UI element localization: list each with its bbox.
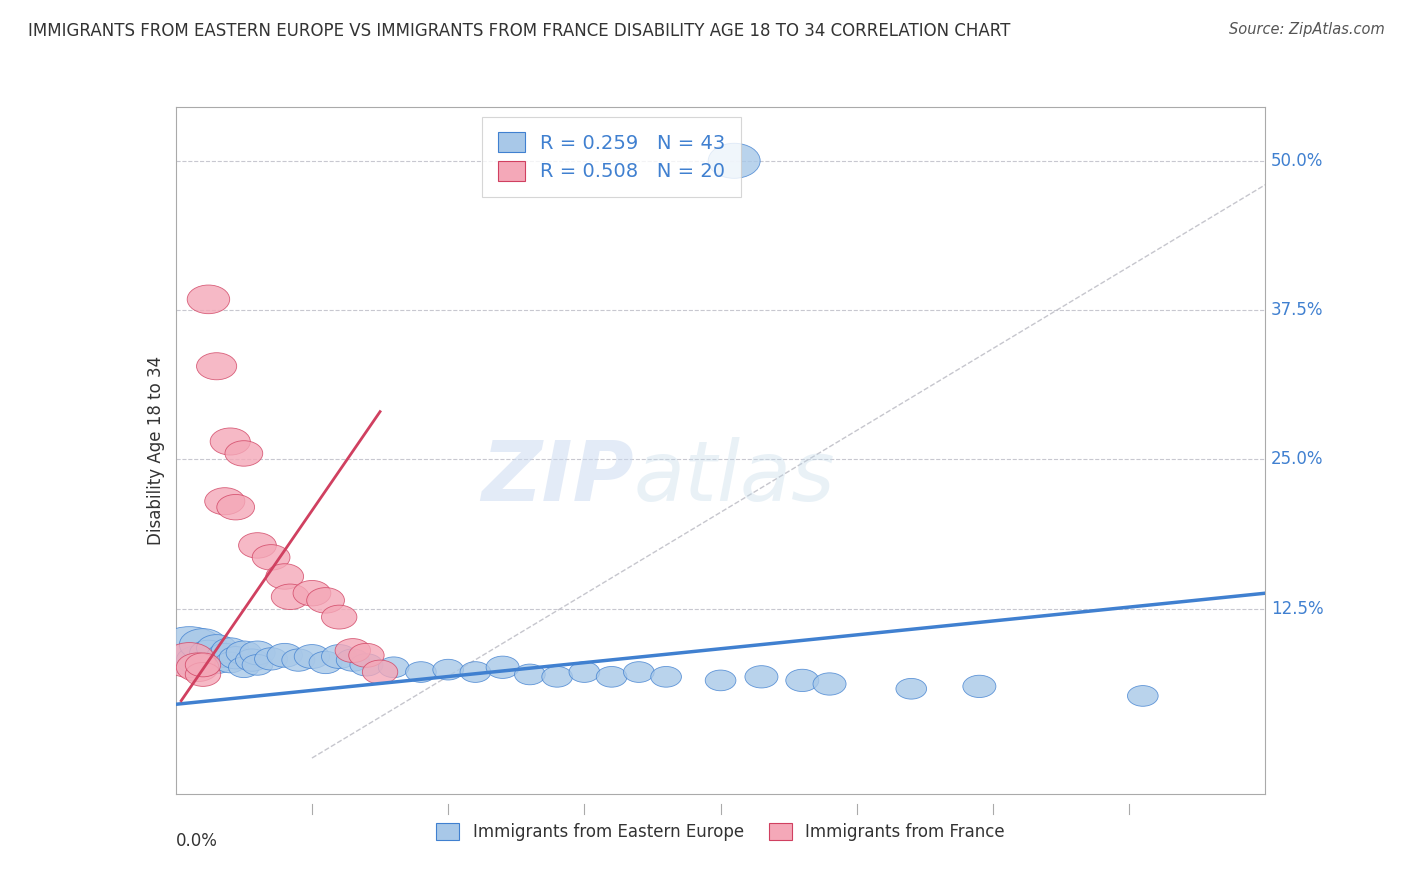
Ellipse shape [254,648,288,670]
Ellipse shape [239,533,277,558]
Ellipse shape [271,584,309,609]
Ellipse shape [229,657,259,678]
Ellipse shape [405,662,436,682]
Ellipse shape [187,285,229,314]
Ellipse shape [486,657,519,679]
Ellipse shape [569,662,600,682]
Ellipse shape [596,666,627,687]
Text: IMMIGRANTS FROM EASTERN EUROPE VS IMMIGRANTS FROM FRANCE DISABILITY AGE 18 TO 34: IMMIGRANTS FROM EASTERN EUROPE VS IMMIGR… [28,22,1011,40]
Ellipse shape [541,666,572,687]
Ellipse shape [322,645,357,668]
Ellipse shape [706,670,735,690]
Ellipse shape [813,673,846,695]
Ellipse shape [190,640,228,665]
Ellipse shape [350,654,382,676]
Ellipse shape [651,666,682,687]
Text: 25.0%: 25.0% [1271,450,1323,468]
Ellipse shape [197,634,236,662]
Ellipse shape [240,641,276,665]
Ellipse shape [176,646,219,674]
Ellipse shape [215,652,246,673]
Ellipse shape [294,645,329,668]
Ellipse shape [307,588,344,613]
Ellipse shape [217,494,254,520]
Ellipse shape [349,643,384,667]
Ellipse shape [252,545,290,570]
Ellipse shape [207,643,242,667]
Ellipse shape [745,665,778,688]
Ellipse shape [623,662,654,682]
Ellipse shape [378,657,409,678]
Ellipse shape [197,352,236,380]
Ellipse shape [176,653,219,681]
Ellipse shape [335,639,371,663]
Text: 0.0%: 0.0% [176,831,218,850]
Ellipse shape [163,642,215,678]
Ellipse shape [205,488,245,515]
Ellipse shape [309,651,342,673]
Text: 12.5%: 12.5% [1271,599,1323,618]
Ellipse shape [896,679,927,699]
Ellipse shape [963,675,995,698]
Ellipse shape [186,653,221,677]
Ellipse shape [186,653,221,677]
Ellipse shape [155,627,225,674]
Ellipse shape [322,605,357,629]
Ellipse shape [281,649,315,672]
Ellipse shape [226,641,262,665]
Y-axis label: Disability Age 18 to 34: Disability Age 18 to 34 [146,356,165,545]
Ellipse shape [186,663,221,686]
Ellipse shape [235,649,269,672]
Ellipse shape [209,428,250,455]
Text: atlas: atlas [633,437,835,518]
Ellipse shape [460,662,491,682]
Text: Source: ZipAtlas.com: Source: ZipAtlas.com [1229,22,1385,37]
Ellipse shape [267,643,302,667]
Ellipse shape [433,659,464,680]
Ellipse shape [225,441,263,467]
Ellipse shape [266,564,304,590]
Ellipse shape [242,655,273,675]
Ellipse shape [180,629,226,660]
Ellipse shape [200,651,233,673]
Ellipse shape [1128,686,1159,706]
Ellipse shape [219,647,252,669]
Ellipse shape [515,664,546,685]
Ellipse shape [363,660,398,684]
Legend: Immigrants from Eastern Europe, Immigrants from France: Immigrants from Eastern Europe, Immigran… [423,809,1018,855]
Ellipse shape [786,669,818,691]
Text: 37.5%: 37.5% [1271,301,1323,319]
Ellipse shape [211,638,249,664]
Ellipse shape [292,581,330,606]
Text: ZIP: ZIP [481,437,633,518]
Ellipse shape [336,649,370,672]
Ellipse shape [709,144,761,178]
Text: 50.0%: 50.0% [1271,152,1323,169]
